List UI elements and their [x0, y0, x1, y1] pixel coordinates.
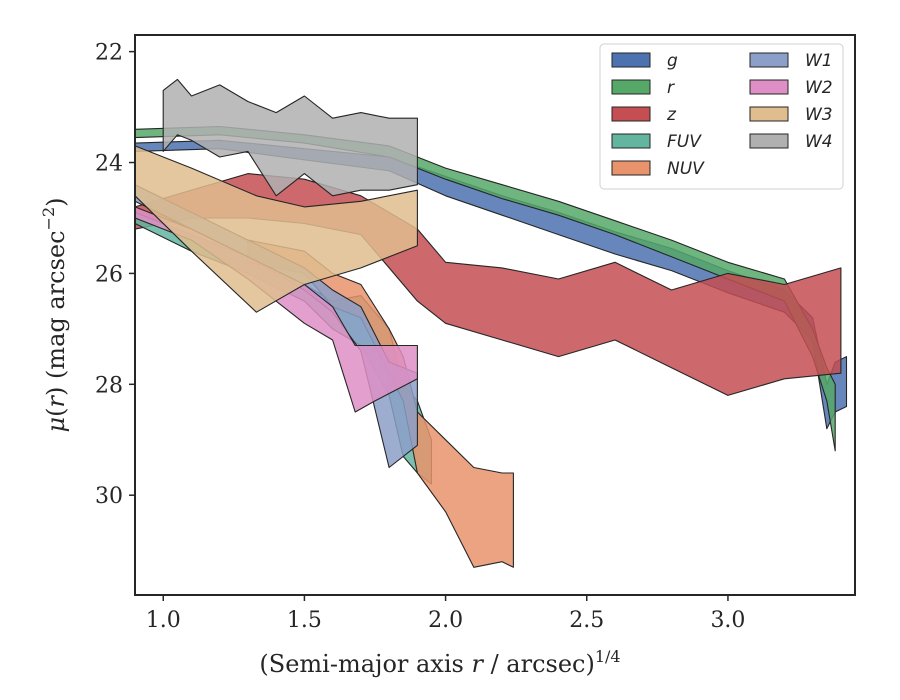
legend-swatch-fuv: [611, 133, 651, 149]
legend-swatch-z: [611, 106, 651, 122]
y-tick-label: 26: [95, 262, 123, 287]
legend-label-w3: W3: [805, 105, 833, 125]
legend-swatch-w2: [749, 79, 789, 95]
legend-label-w4: W4: [805, 132, 833, 152]
legend-label-w1: W1: [805, 51, 833, 71]
legend-label-fuv: FUV: [667, 132, 702, 152]
legend: grz FUV NUV W1 W2 W3 W4: [599, 43, 844, 190]
x-tick-label: 1.5: [287, 608, 322, 633]
legend-swatch-nuv: [611, 160, 651, 176]
legend-label-g: g: [667, 51, 678, 71]
y-tick-label: 30: [95, 484, 123, 509]
x-tick-label: 3.0: [710, 608, 745, 633]
y-tick-label: 22: [95, 41, 123, 66]
x-axis-title: (Semi-major axis r / arcsec)1/4: [259, 647, 620, 678]
x-tick-label: 2.5: [569, 608, 604, 633]
legend-swatch-w3: [749, 106, 789, 122]
legend-swatch-w4: [749, 133, 789, 149]
series-band-w3: [134, 145, 418, 313]
y-tick-label: 24: [95, 152, 123, 177]
legend-label-r: r: [667, 78, 675, 98]
x-tick-label: 2.0: [428, 608, 463, 633]
legend-swatch-r: [611, 79, 651, 95]
series-band-w4: [162, 78, 418, 197]
plot-frame: [134, 34, 856, 596]
plot-area: [134, 78, 848, 568]
series-band-r: [134, 125, 836, 452]
legend-label-w2: W2: [805, 78, 833, 98]
legend-swatch-g: [611, 52, 651, 68]
legend-label-nuv: NUV: [667, 159, 705, 179]
y-axis-title: μ(r) (mag arcsec−2): [39, 197, 70, 432]
x-tick-label: 1.0: [146, 608, 181, 633]
legend-swatch-w1: [749, 52, 789, 68]
legend-label-z: z: [666, 105, 677, 125]
axis-ticks: 1.0 1.5 2.0 2.5 3.0 22 24 26 28 30: [95, 41, 745, 633]
y-tick-label: 28: [95, 373, 123, 398]
